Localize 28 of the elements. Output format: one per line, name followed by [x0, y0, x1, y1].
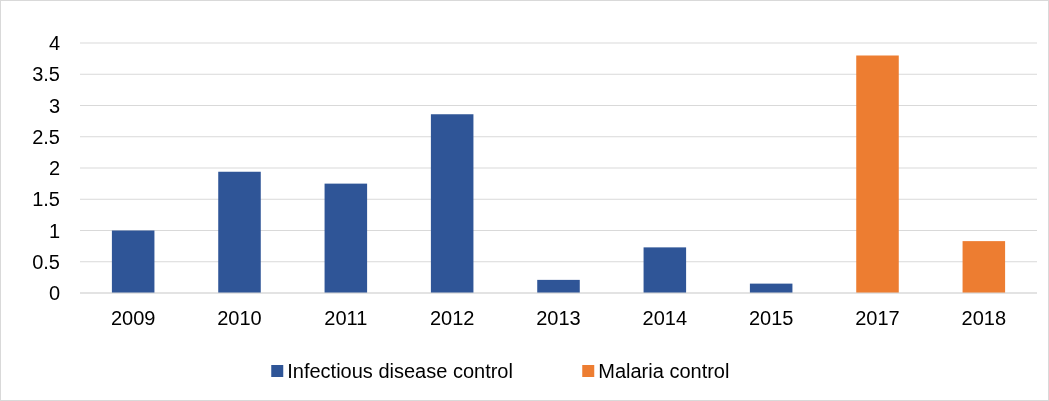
x-tick-label: 2011 — [324, 307, 368, 329]
bar — [324, 183, 368, 293]
legend-label: Infectious disease control — [287, 360, 513, 382]
x-tick-label: 2014 — [642, 307, 688, 329]
x-tick-label: 2013 — [536, 307, 581, 329]
y-tick-label: 0 — [48, 282, 60, 304]
x-tick-label: 2010 — [217, 307, 262, 329]
y-tick-label: 2.5 — [32, 125, 60, 148]
x-tick-label: 2012 — [429, 307, 475, 329]
bar — [962, 241, 1006, 293]
y-tick-label: 2 — [48, 157, 60, 179]
bar — [111, 230, 155, 293]
bar — [537, 279, 580, 293]
x-tick-label: 2009 — [110, 307, 156, 329]
y-tick-label: 3 — [48, 94, 60, 117]
x-tick-label: 2018 — [961, 307, 1007, 329]
y-tick-label: 1.5 — [32, 188, 60, 211]
legend-label: Malaria control — [598, 360, 730, 382]
y-tick-label: 0.5 — [32, 250, 60, 273]
bar — [643, 247, 687, 293]
x-tick-label: 2017 — [855, 307, 900, 329]
y-tick-label: 3.5 — [32, 63, 60, 86]
y-tick-label: 4 — [48, 32, 60, 54]
x-tick-label: 2015 — [748, 307, 794, 329]
y-tick-label: 1 — [48, 219, 60, 242]
bar — [218, 171, 261, 293]
bar — [856, 55, 899, 293]
bar — [430, 114, 474, 293]
